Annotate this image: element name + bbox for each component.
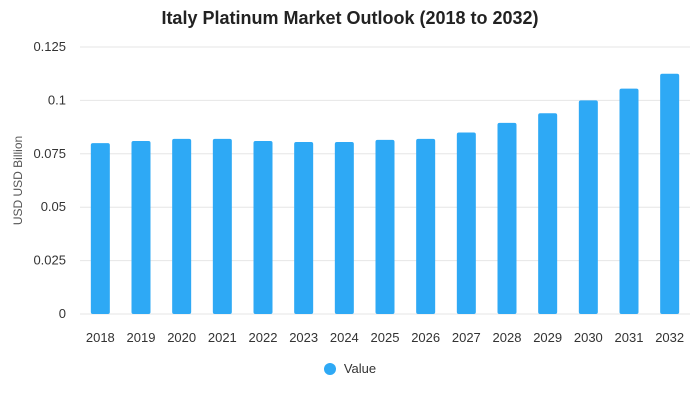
x-tick-label: 2022	[249, 330, 278, 345]
bar-2029[interactable]	[538, 113, 558, 314]
y-tick-label: 0.125	[33, 39, 66, 54]
x-tick-label: 2024	[330, 330, 359, 345]
x-tick-label: 2031	[615, 330, 644, 345]
x-tick-label: 2027	[452, 330, 481, 345]
bar-2025[interactable]	[375, 139, 395, 314]
x-tick-label: 2026	[411, 330, 440, 345]
x-tick-label: 2030	[574, 330, 603, 345]
x-tick-label: 2032	[655, 330, 684, 345]
bar-2023[interactable]	[294, 142, 314, 314]
x-tick-label: 2023	[289, 330, 318, 345]
chart-title: Italy Platinum Market Outlook (2018 to 2…	[161, 8, 539, 28]
x-tick-label: 2020	[167, 330, 196, 345]
y-tick-label: 0.075	[33, 146, 66, 161]
x-tick-label: 2021	[208, 330, 237, 345]
bar-2028[interactable]	[497, 122, 517, 314]
bar-2022[interactable]	[253, 140, 273, 314]
legend-swatch	[323, 362, 336, 375]
y-tick-label: 0.025	[33, 253, 66, 268]
bar-2024[interactable]	[334, 142, 354, 314]
bar-2020[interactable]	[172, 138, 192, 314]
legend-label: Value	[343, 361, 377, 376]
bar-2032[interactable]	[660, 73, 680, 314]
x-tick-label: 2028	[493, 330, 522, 345]
x-tick-label: 2018	[86, 330, 115, 345]
x-tick-label: 2025	[371, 330, 400, 345]
x-tick-label: 2029	[533, 330, 562, 345]
bar-2027[interactable]	[456, 132, 476, 314]
y-tick-label: 0.1	[48, 92, 66, 107]
y-tick-label: 0.05	[41, 199, 66, 214]
bar-2030[interactable]	[578, 100, 598, 315]
bars	[90, 73, 680, 315]
bar-2026[interactable]	[416, 138, 436, 314]
bar-2031[interactable]	[619, 88, 639, 314]
bar-2018[interactable]	[90, 143, 110, 314]
bar-2019[interactable]	[131, 140, 151, 314]
legend[interactable]: Value	[0, 361, 700, 376]
bar-2021[interactable]	[212, 138, 232, 314]
x-axis-ticks: 2018 2019 2020 2021 2022 2023 2024 2025 2026 2027…	[86, 330, 684, 345]
x-tick-label: 2019	[127, 330, 156, 345]
y-axis-title: USD USD Billion	[11, 136, 25, 225]
y-tick-label: 0	[59, 306, 66, 321]
y-axis-ticks: 0 0.025 0.05 0.075 0.1 0.125	[33, 39, 66, 321]
